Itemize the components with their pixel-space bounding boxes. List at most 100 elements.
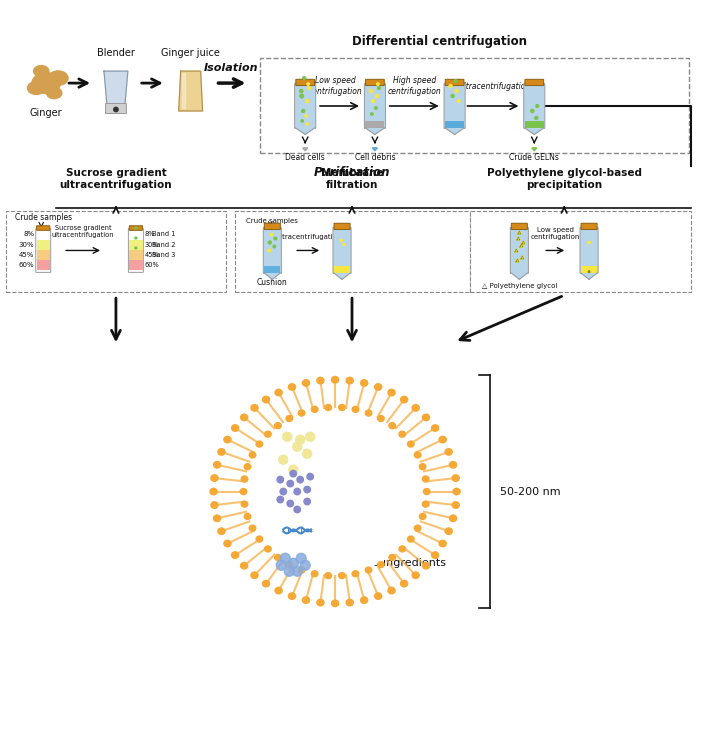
Ellipse shape [338,573,345,579]
FancyBboxPatch shape [264,266,281,273]
Ellipse shape [422,476,429,482]
Ellipse shape [388,587,395,594]
FancyBboxPatch shape [235,211,470,292]
Circle shape [270,233,273,236]
FancyBboxPatch shape [366,79,384,86]
Ellipse shape [224,540,231,547]
Circle shape [273,245,276,248]
FancyBboxPatch shape [37,226,50,230]
Text: Sucrose gradient
ultracentrifugation: Sucrose gradient ultracentrifugation [60,168,172,190]
Ellipse shape [211,502,218,508]
Ellipse shape [287,480,293,487]
Polygon shape [517,237,520,240]
Ellipse shape [214,515,221,521]
Ellipse shape [298,567,305,573]
Ellipse shape [450,462,457,468]
Ellipse shape [352,571,359,577]
Circle shape [377,87,380,90]
FancyBboxPatch shape [445,121,464,128]
Circle shape [372,99,374,102]
Ellipse shape [346,599,353,606]
Text: 60%: 60% [145,262,159,268]
FancyBboxPatch shape [580,227,598,273]
Ellipse shape [407,536,414,542]
Circle shape [135,227,137,229]
Ellipse shape [27,81,45,94]
FancyBboxPatch shape [296,79,314,86]
Polygon shape [295,128,314,134]
Ellipse shape [419,464,426,470]
Ellipse shape [289,465,298,474]
Ellipse shape [293,442,302,451]
Ellipse shape [284,566,294,576]
Text: Cushion: Cushion [257,279,288,288]
FancyBboxPatch shape [36,229,51,273]
Text: Small RNA: Small RNA [345,524,403,534]
Polygon shape [104,71,128,105]
Ellipse shape [431,552,439,558]
Ellipse shape [256,536,263,542]
Polygon shape [522,241,525,244]
Circle shape [536,105,539,108]
Circle shape [457,99,460,102]
Text: 60%: 60% [18,262,35,268]
Ellipse shape [280,489,286,495]
Text: Ultracentrifugation: Ultracentrifugation [458,81,531,90]
Polygon shape [365,128,384,134]
Polygon shape [302,148,307,151]
Ellipse shape [419,513,426,519]
Ellipse shape [360,379,368,386]
Ellipse shape [250,525,256,531]
Ellipse shape [453,489,460,495]
Text: Purification: Purification [314,167,391,179]
Circle shape [532,123,534,125]
Ellipse shape [293,566,302,576]
Text: Ginger: Ginger [30,108,63,118]
Ellipse shape [304,498,310,505]
Ellipse shape [439,540,446,547]
Bar [129,250,142,260]
Text: Polyethylene glycol-based
precipitation: Polyethylene glycol-based precipitation [486,168,642,190]
Circle shape [300,94,303,98]
FancyBboxPatch shape [511,223,527,229]
Text: 8%: 8% [23,231,35,237]
Text: Lipids: Lipids [345,441,377,452]
Ellipse shape [399,546,405,552]
Ellipse shape [302,449,312,458]
Ellipse shape [331,600,338,607]
Ellipse shape [290,471,297,477]
Ellipse shape [360,597,368,604]
Circle shape [308,87,311,90]
Ellipse shape [240,562,247,569]
FancyBboxPatch shape [129,226,142,230]
Ellipse shape [241,501,247,507]
Ellipse shape [240,489,247,495]
Ellipse shape [241,476,247,482]
Ellipse shape [275,587,282,594]
Text: 8%: 8% [145,231,155,237]
Ellipse shape [445,528,452,534]
Polygon shape [525,128,544,134]
FancyBboxPatch shape [525,79,544,86]
Ellipse shape [307,474,314,480]
Ellipse shape [256,441,263,447]
Polygon shape [178,71,202,111]
FancyBboxPatch shape [6,211,226,292]
Text: High speed
centrifugation: High speed centrifugation [388,76,441,96]
Ellipse shape [352,406,359,412]
Ellipse shape [400,580,407,587]
Text: Low speed
centrifugation: Low speed centrifugation [308,76,362,96]
Ellipse shape [431,425,439,431]
Ellipse shape [338,404,345,410]
Ellipse shape [278,455,288,464]
Polygon shape [520,244,523,247]
Ellipse shape [415,452,421,458]
Ellipse shape [422,414,429,421]
Circle shape [588,241,590,244]
Ellipse shape [378,562,384,568]
Bar [129,240,142,250]
Text: Protein: Protein [345,486,384,497]
Ellipse shape [302,597,309,604]
FancyBboxPatch shape [128,229,143,273]
Ellipse shape [275,423,281,429]
